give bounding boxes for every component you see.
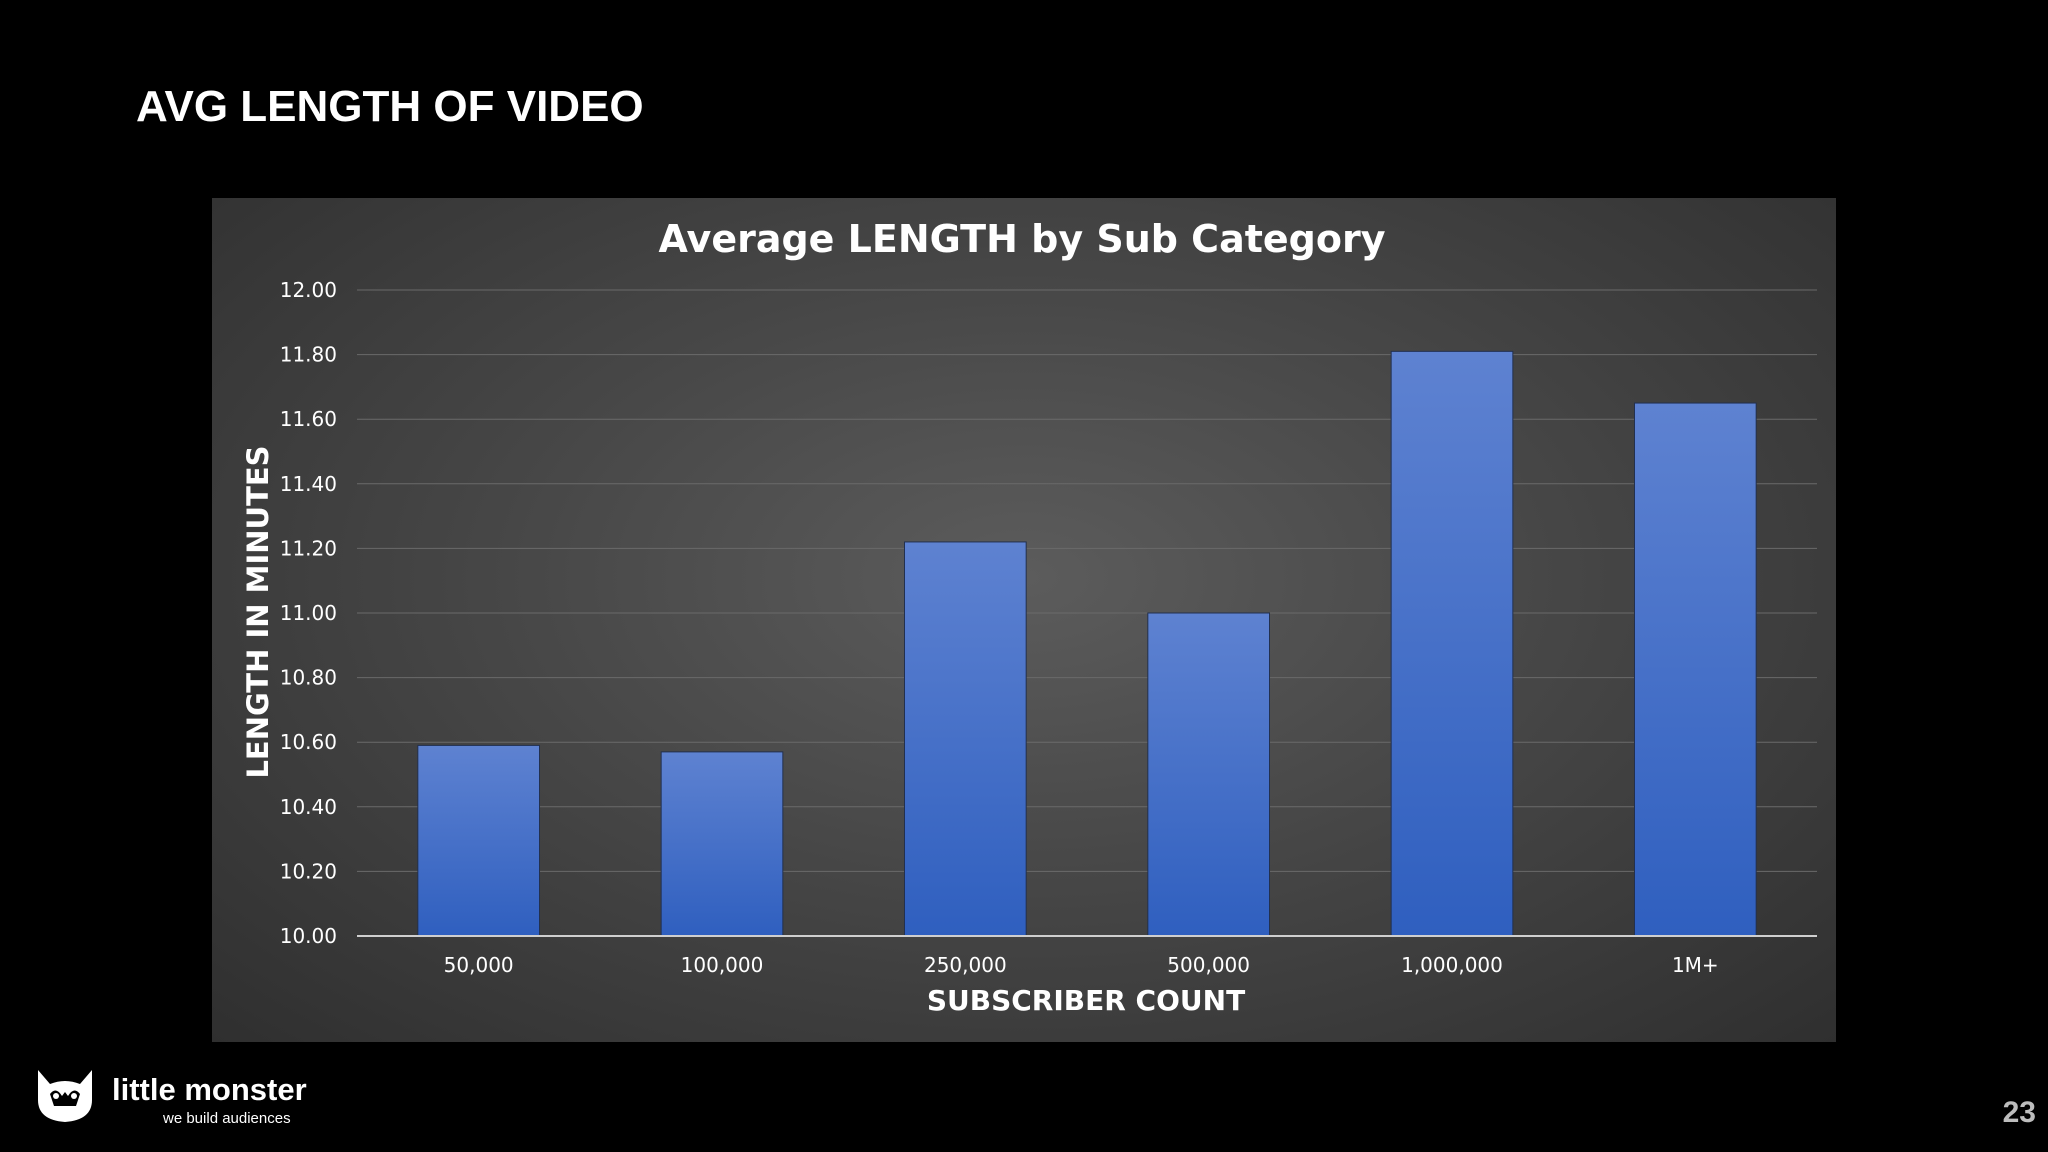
y-tick-label: 12.00 xyxy=(280,278,337,302)
x-tick-label: 500,000 xyxy=(1167,953,1250,977)
y-tick-label: 10.20 xyxy=(280,859,337,883)
bars xyxy=(417,350,1757,937)
y-axis-label: LENGTH IN MINUTES xyxy=(241,445,275,778)
logo-name: little monster xyxy=(112,1072,307,1107)
bar-5 xyxy=(1390,350,1514,937)
y-tick-label: 11.80 xyxy=(280,343,337,367)
y-tick-label: 10.60 xyxy=(280,730,337,754)
bar-4 xyxy=(1147,612,1270,937)
chart-title: Average LENGTH by Sub Category xyxy=(659,217,1386,261)
x-tick-label: 1,000,000 xyxy=(1401,953,1503,977)
x-tick-label: 100,000 xyxy=(681,953,764,977)
y-tick-label: 10.80 xyxy=(280,666,337,690)
page-number: 23 xyxy=(2002,1096,2036,1129)
company-logo: little monster we build audiences xyxy=(32,1066,332,1130)
y-tick-label: 11.60 xyxy=(280,407,337,431)
slide-title: AVG LENGTH OF VIDEO xyxy=(136,82,644,131)
y-tick-label: 11.20 xyxy=(280,536,337,560)
y-tick-label: 11.00 xyxy=(280,601,337,625)
gridlines xyxy=(357,289,1817,872)
y-tick-label: 10.40 xyxy=(280,795,337,819)
bar-6 xyxy=(1634,402,1757,937)
bar-3 xyxy=(904,541,1027,937)
bar-chart: Average LENGTH by Sub Category 10.00 10.2… xyxy=(241,217,1817,1017)
y-tick-label: 10.00 xyxy=(280,924,337,948)
x-axis-label: SUBSCRIBER COUNT xyxy=(927,984,1245,1017)
x-tick-labels: 50,000 100,000 250,000 500,000 1,000,000 1M+ xyxy=(444,953,1719,977)
x-tick-label: 50,000 xyxy=(444,953,514,977)
logo-tagline: we build audiences xyxy=(163,1110,291,1127)
y-tick-labels: 10.00 10.20 10.40 10.60 10.80 11.00 11.20 11.40… xyxy=(280,278,337,948)
bar-2 xyxy=(660,751,784,937)
chart-panel: Average LENGTH by Sub Category 10.00 10.2… xyxy=(212,198,1836,1042)
x-tick-label: 1M+ xyxy=(1672,953,1719,977)
bar-1 xyxy=(417,744,540,937)
x-tick-label: 250,000 xyxy=(924,953,1007,977)
monster-icon xyxy=(38,1070,92,1122)
y-tick-label: 11.40 xyxy=(280,472,337,496)
